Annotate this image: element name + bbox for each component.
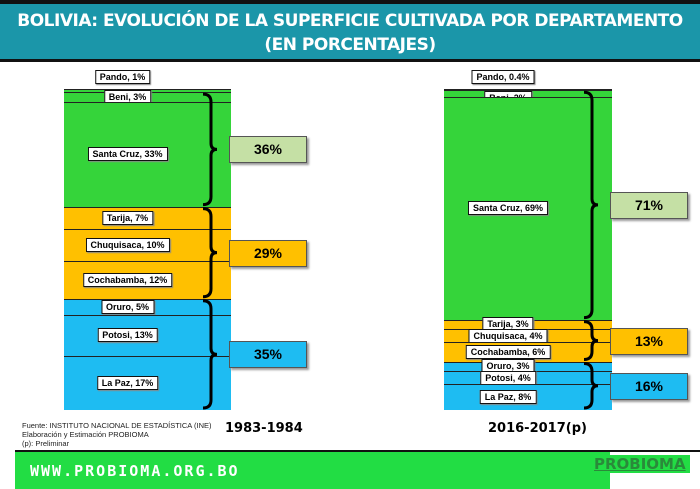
title-banner: BOLIVIA: EVOLUCIÓN DE LA SUPERFICIE CULT…: [0, 0, 700, 62]
segment-label: La Paz, 8%: [479, 390, 537, 405]
website-link[interactable]: WWW.PROBIOMA.ORG.BO: [30, 462, 240, 480]
period-label-1: 1983-1984: [225, 421, 303, 436]
group-total-blue: 16%: [610, 372, 688, 400]
segment-label: Santa Cruz, 69%: [467, 201, 549, 216]
segment-label: Chuquisaca, 10%: [85, 237, 170, 252]
segment-label: Pando, 1%: [94, 70, 151, 84]
title-line-2: (EN PORCENTAJES): [264, 35, 436, 55]
segment-label: Tarija, 7%: [101, 210, 154, 225]
source-note: Fuente: INSTITUTO NACIONAL DE ESTADÍSTIC…: [22, 421, 211, 448]
segment-label: Potosi, 4%: [480, 370, 536, 385]
segment-label: Potosi, 13%: [97, 328, 158, 343]
group-total-yellow: 29%: [229, 239, 307, 267]
segment-label: Tarija, 3%: [482, 317, 534, 332]
probioma-logo: PROBIOMA: [590, 455, 690, 473]
segment-label: Oruro, 5%: [100, 299, 155, 314]
segment-label: Cochabamba, 6%: [465, 344, 551, 359]
footer-bar: [15, 452, 610, 489]
period-label-2: 2016-2017(p): [488, 421, 587, 436]
segment-label: Pando, 0.4%: [471, 70, 535, 84]
segment-label: La Paz, 17%: [96, 375, 159, 390]
group-total-yellow: 13%: [610, 327, 688, 355]
elaboration-line: Elaboración y Estimación PROBIOMA: [22, 430, 149, 439]
source-line: Fuente: INSTITUTO NACIONAL DE ESTADÍSTIC…: [22, 421, 212, 430]
group-total-green: 71%: [610, 191, 688, 219]
segment-label: Santa Cruz, 33%: [87, 147, 168, 162]
footer-divider: [15, 450, 700, 452]
segment-label: Chuquisaca, 4%: [468, 328, 548, 343]
group-total-blue: 35%: [229, 341, 307, 369]
segment-label: Cochabamba, 12%: [82, 272, 173, 287]
bar-segment-pando: [444, 89, 612, 91]
preliminary-note: (p): Preliminar: [22, 439, 70, 448]
title-line-1: BOLIVIA: EVOLUCIÓN DE LA SUPERFICIE CULT…: [17, 11, 683, 31]
group-total-green: 36%: [229, 136, 307, 164]
